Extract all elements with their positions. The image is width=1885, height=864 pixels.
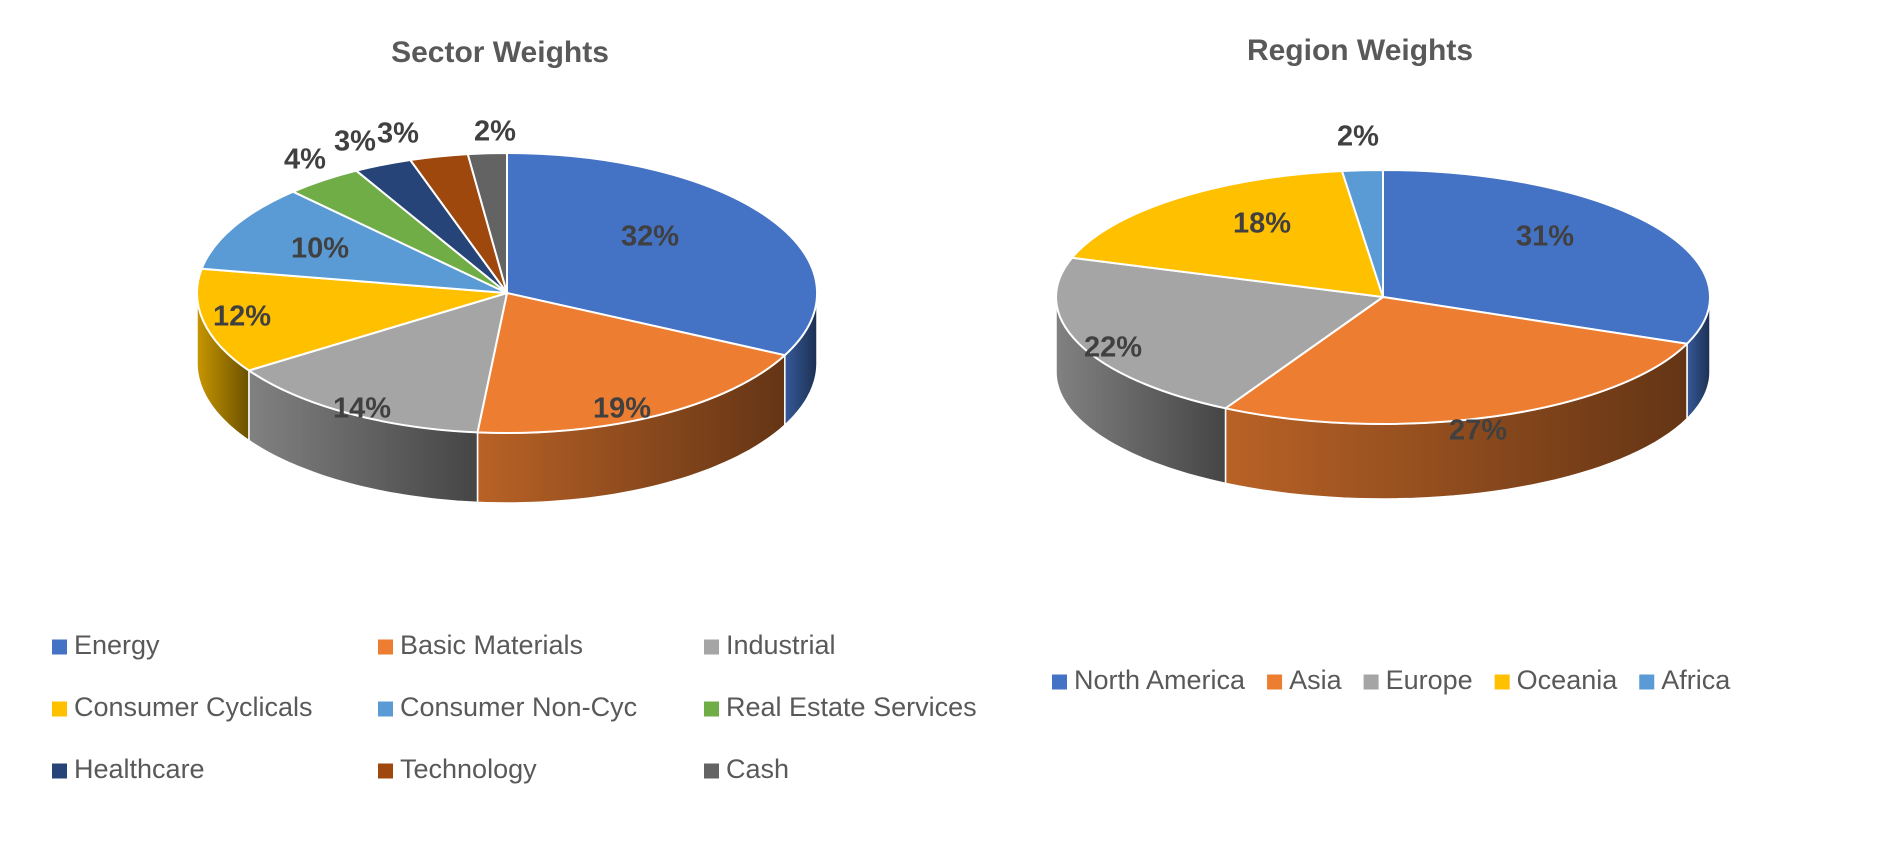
slice-north-america — [1382, 169, 1711, 345]
legend-swatch — [52, 639, 67, 655]
slice-consumer-non-cyc — [200, 190, 508, 294]
legend-label: Energy — [74, 630, 160, 660]
slice-basic-materials — [476, 292, 786, 435]
legend-item: Real Estate Services — [704, 692, 977, 722]
legend-label: Africa — [1661, 665, 1731, 695]
slice-asia — [1224, 296, 1688, 426]
data-label: 2% — [474, 116, 516, 148]
pie-plot: 31% 27% 22% 18% 2% — [1055, 121, 1711, 500]
legend-swatch — [704, 701, 719, 717]
slice-africa — [1341, 168, 1384, 298]
data-label: 3% — [377, 118, 419, 150]
sector-weights-chart: Sector Weights 32%19%14%12%10%4%3% 3% 2% E… — [52, 36, 977, 784]
chart-title: Sector Weights — [391, 36, 609, 69]
legend-swatch — [704, 763, 719, 779]
legend-item: Technology — [378, 754, 537, 784]
pie-sides — [196, 293, 818, 504]
legend-item: Basic Materials — [378, 630, 583, 660]
legend-label: North America — [1074, 665, 1246, 695]
legend-label: Technology — [400, 754, 537, 784]
data-label: 12% — [213, 301, 271, 333]
legend-swatch — [704, 639, 719, 655]
data-label: 22% — [1084, 332, 1142, 364]
data-label: 2% — [1337, 121, 1379, 153]
legend-label: Asia — [1289, 665, 1343, 695]
pie-tops — [196, 151, 819, 435]
legend-swatch — [1052, 674, 1067, 690]
legend-label: Europe — [1386, 665, 1473, 695]
data-label: 14% — [333, 393, 391, 425]
data-label: 3% — [334, 126, 376, 158]
legend-item: Africa — [1639, 665, 1731, 695]
legend-label: Real Estate Services — [726, 692, 977, 722]
legend-label: Healthcare — [74, 754, 205, 784]
data-label: 27% — [1449, 415, 1507, 447]
legend-item: Asia — [1267, 665, 1343, 695]
legend-label: Basic Materials — [400, 630, 583, 660]
chart-title: Region Weights — [1247, 34, 1473, 67]
slice-oceania — [1071, 170, 1384, 298]
legend-swatch — [52, 701, 67, 717]
legend-item: Europe — [1363, 665, 1473, 695]
pie-tops — [1055, 168, 1711, 426]
data-label: 4% — [284, 144, 326, 176]
legend-item: Healthcare — [52, 754, 205, 784]
legend-label: Consumer Cyclicals — [74, 692, 313, 722]
data-labels: 32%19%14%12%10%4%3% 3% 2% — [213, 116, 679, 425]
legend-swatch — [378, 701, 393, 717]
slice-cash — [466, 151, 508, 294]
legend-item: Consumer Non-Cyc — [378, 692, 637, 722]
slice-energy — [506, 152, 819, 357]
slice-industrial — [247, 292, 508, 434]
legend-swatch — [378, 639, 393, 655]
legend-swatch — [1639, 674, 1655, 690]
legend-label: Industrial — [726, 630, 836, 660]
slice-europe — [1055, 256, 1384, 410]
data-label: 32% — [621, 221, 679, 253]
legend-swatch — [378, 763, 393, 779]
legend-item: Industrial — [704, 630, 836, 660]
legend-swatch — [1494, 674, 1510, 690]
legend-swatch — [52, 763, 67, 779]
data-label: 10% — [291, 233, 349, 265]
legend-item: Energy — [52, 630, 160, 660]
legend: North America Asia Europe Oceania Africa — [1052, 665, 1731, 695]
data-label: 18% — [1233, 208, 1291, 240]
legend-label: Oceania — [1517, 665, 1619, 695]
legend-swatch — [1267, 674, 1283, 690]
legend-swatch — [1363, 674, 1379, 690]
legend-item: Consumer Cyclicals — [52, 692, 313, 722]
legend-label: Cash — [726, 754, 789, 784]
data-label: 31% — [1516, 221, 1574, 253]
legend: Energy Basic Materials Industrial Consumer … — [52, 630, 977, 784]
region-weights-chart: Region Weights 31% 27% 22% 18% 2% North Amer… — [1052, 34, 1731, 695]
data-label: 19% — [593, 393, 651, 425]
data-labels: 31% 27% 22% 18% 2% — [1084, 121, 1574, 447]
pie-plot: 32%19%14%12%10%4%3% 3% 2% — [196, 116, 819, 504]
legend-item: Oceania — [1494, 665, 1619, 695]
legend-item: North America — [1052, 665, 1246, 695]
legend-label: Consumer Non-Cyc — [400, 692, 637, 722]
slice-consumer-cyclicals — [196, 267, 508, 372]
legend-item: Cash — [704, 754, 789, 784]
